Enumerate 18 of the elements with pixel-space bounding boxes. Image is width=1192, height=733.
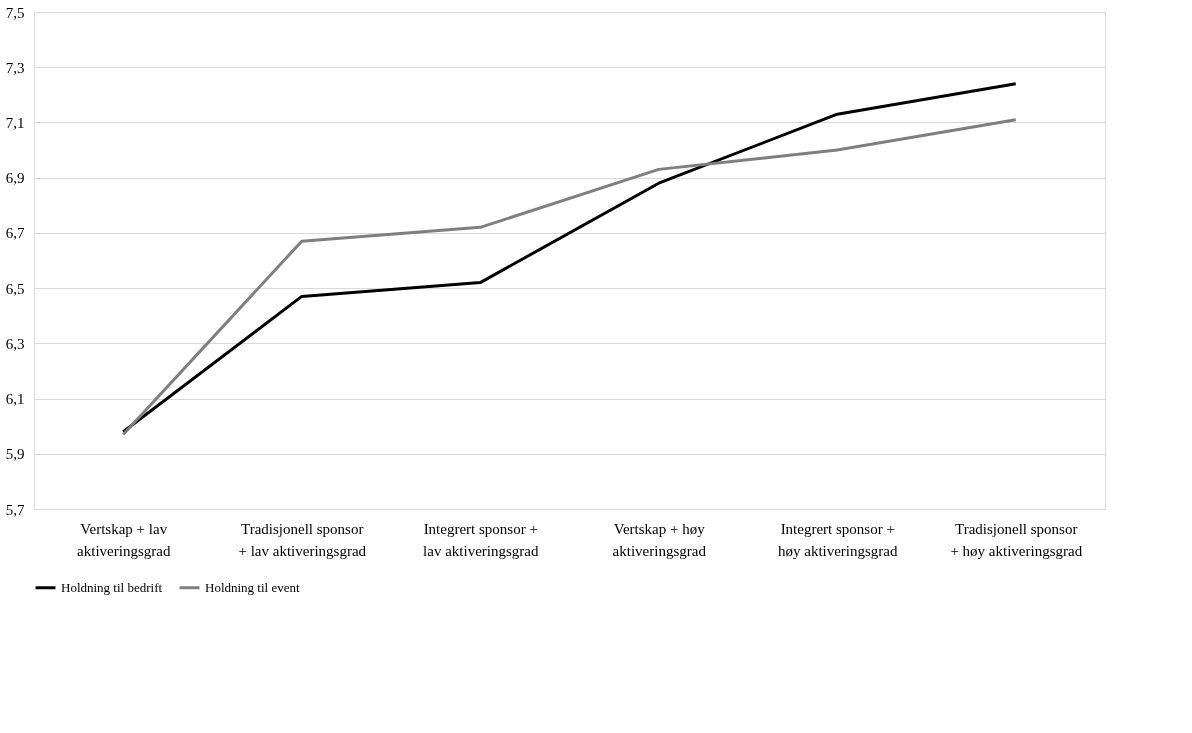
x-tick-label: Vertskap + høy aktiveringsgrad <box>612 520 707 559</box>
x-tick-label: Tradisjonell sponsor + lav aktiveringsgrad <box>238 520 367 559</box>
x-tick-label: Integrert sponsor + høy aktiveringsgrad <box>777 520 899 559</box>
y-tick-label: 6,7 <box>5 225 25 242</box>
y-tick-label: 7,1 <box>5 114 25 131</box>
y-tick-label: 5,9 <box>5 446 25 463</box>
x-tick-label: Tradisjonell sponsor + høy aktiveringsgrad <box>950 520 1083 559</box>
y-tick-label: 7,3 <box>5 59 25 76</box>
x-tick-label: Integrert sponsor + lav aktiveringsgrad <box>423 520 539 559</box>
y-tick-label: 5,7 <box>5 501 25 518</box>
y-tick-label: 6,5 <box>5 280 25 297</box>
y-tick-label: 7,5 <box>5 4 25 21</box>
x-tick-label: Vertskap + lav aktiveringsgrad <box>77 520 171 559</box>
legend-label: Holdning til bedrift <box>61 579 163 595</box>
legend-label: Holdning til event <box>205 579 300 595</box>
y-tick-label: 6,1 <box>5 391 25 408</box>
y-tick-label: 6,9 <box>5 170 25 187</box>
y-tick-label: 6,3 <box>5 335 25 352</box>
